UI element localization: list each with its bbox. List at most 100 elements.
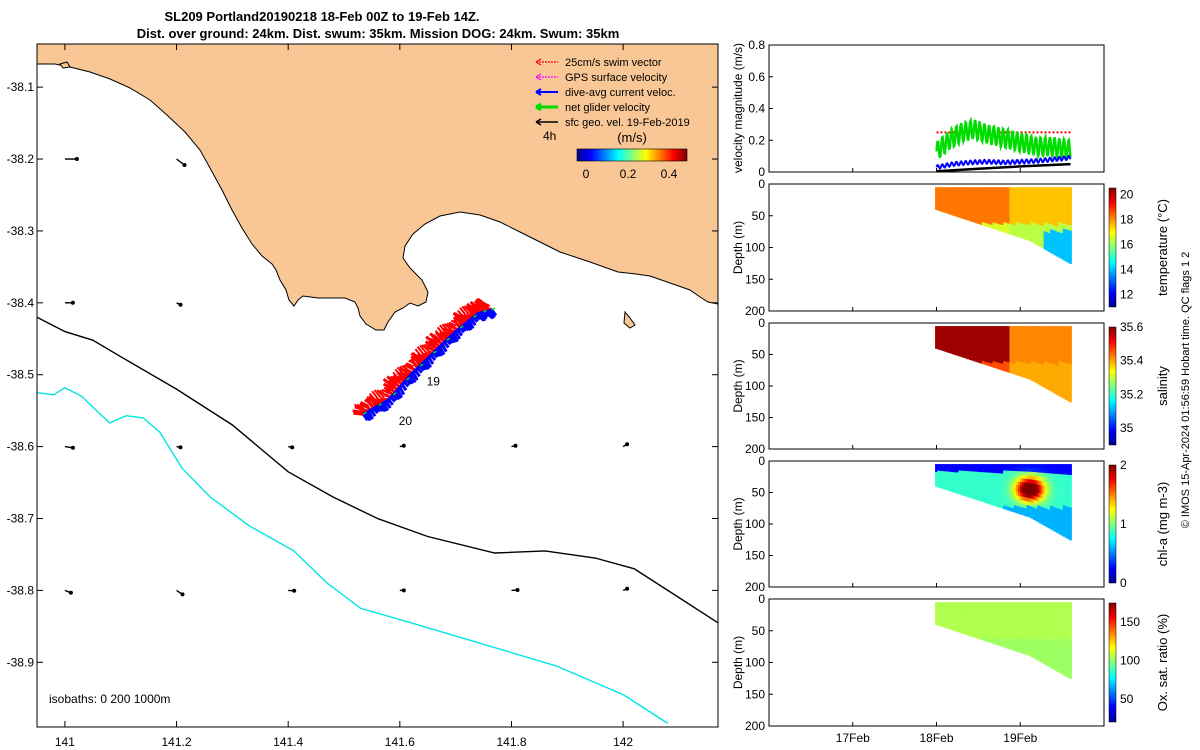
section-cell bbox=[1015, 357, 1019, 362]
section-cell bbox=[945, 604, 949, 607]
section-cell bbox=[996, 467, 1000, 471]
section-cell bbox=[1064, 623, 1068, 630]
section-cell bbox=[1028, 221, 1032, 226]
section-cell bbox=[992, 219, 996, 224]
section-cell bbox=[950, 477, 953, 481]
section-cell bbox=[1009, 480, 1013, 485]
section-cell bbox=[967, 356, 970, 360]
section-cell bbox=[1067, 326, 1070, 332]
section-cell bbox=[1050, 505, 1053, 511]
section-cell bbox=[969, 218, 972, 222]
section-cell bbox=[981, 189, 985, 194]
section-cell bbox=[1007, 641, 1011, 646]
section-cell bbox=[1047, 606, 1051, 612]
section-cell bbox=[1056, 384, 1060, 391]
section-cell bbox=[1056, 508, 1060, 514]
section-cell bbox=[1062, 223, 1066, 230]
section-cell bbox=[962, 187, 966, 190]
section-cell bbox=[960, 468, 964, 472]
section-cell bbox=[977, 210, 981, 214]
section-cell bbox=[958, 627, 962, 631]
section-cell bbox=[973, 622, 977, 626]
section-cell bbox=[1069, 491, 1072, 498]
section-cell bbox=[956, 491, 960, 494]
section-cell bbox=[1003, 476, 1006, 481]
section-cell bbox=[1013, 481, 1017, 486]
section-cell bbox=[1041, 217, 1045, 223]
section-cell bbox=[1067, 246, 1070, 253]
section-cell bbox=[1024, 631, 1028, 637]
section-cell bbox=[1047, 648, 1051, 654]
section-cell bbox=[977, 215, 981, 219]
section-cell bbox=[947, 194, 951, 198]
section-cell bbox=[964, 342, 968, 345]
section-cell bbox=[1020, 201, 1023, 206]
section-cell bbox=[962, 205, 966, 208]
section-cell bbox=[1020, 485, 1023, 490]
section-cell bbox=[1001, 332, 1004, 337]
section-cell bbox=[1069, 640, 1072, 647]
section-cell bbox=[981, 496, 985, 500]
section-cell bbox=[956, 625, 960, 628]
section-cell bbox=[996, 362, 1000, 366]
section-cell bbox=[962, 337, 966, 341]
section-cell bbox=[992, 464, 996, 468]
section-cell bbox=[1013, 647, 1017, 652]
section-cell bbox=[950, 617, 953, 621]
section-cell bbox=[1026, 370, 1030, 376]
section-cell bbox=[1013, 367, 1017, 372]
section-cell bbox=[945, 192, 949, 196]
section-cell bbox=[1067, 256, 1070, 263]
section-cell bbox=[1062, 489, 1066, 496]
section-cell bbox=[1015, 343, 1019, 348]
section-cell bbox=[943, 467, 947, 471]
section-cell bbox=[969, 633, 972, 637]
section-cell bbox=[1052, 487, 1055, 493]
section-cell bbox=[1058, 518, 1062, 525]
section-cell bbox=[937, 334, 940, 337]
section-cell bbox=[994, 220, 998, 224]
section-cell bbox=[1054, 611, 1057, 618]
section-cell bbox=[986, 621, 989, 626]
section-cell bbox=[1003, 483, 1006, 487]
section-cell bbox=[962, 615, 966, 619]
section-cell bbox=[964, 196, 968, 200]
section-cell bbox=[962, 611, 966, 614]
section-cell bbox=[1050, 247, 1053, 254]
section-cell bbox=[941, 612, 945, 615]
x-tick-label: 142 bbox=[613, 735, 633, 749]
section-cell bbox=[1009, 352, 1013, 357]
section-cell bbox=[990, 478, 994, 482]
section-cell bbox=[969, 213, 972, 217]
section-cell bbox=[950, 335, 953, 339]
section-cell bbox=[939, 334, 943, 337]
section-cell bbox=[994, 499, 998, 504]
section-cell bbox=[1005, 470, 1009, 475]
section-cell bbox=[950, 347, 953, 350]
section-cell bbox=[1050, 482, 1053, 488]
section-cell bbox=[994, 190, 998, 194]
section-cell bbox=[1050, 639, 1053, 645]
section-cell bbox=[962, 617, 966, 621]
section-cell bbox=[971, 616, 975, 620]
section-cell bbox=[1035, 378, 1038, 384]
section-cell bbox=[1064, 197, 1068, 204]
section-cell bbox=[935, 195, 938, 198]
section-cell bbox=[1011, 329, 1015, 334]
section-cell bbox=[992, 470, 996, 474]
section-cell bbox=[1028, 609, 1032, 615]
section-cell bbox=[964, 632, 968, 635]
section-cell bbox=[969, 335, 972, 339]
section-cell bbox=[1056, 335, 1060, 342]
section-cell bbox=[952, 622, 955, 625]
section-cell bbox=[1047, 620, 1051, 626]
section-cell bbox=[952, 470, 955, 473]
section-cell bbox=[1043, 361, 1047, 367]
section-cell bbox=[956, 480, 960, 484]
section-cell bbox=[1069, 257, 1072, 264]
section-cell bbox=[975, 491, 979, 495]
section-cell bbox=[1056, 365, 1060, 371]
section-cell bbox=[1035, 484, 1038, 489]
section-cell bbox=[975, 469, 979, 473]
section-cell bbox=[971, 604, 975, 608]
